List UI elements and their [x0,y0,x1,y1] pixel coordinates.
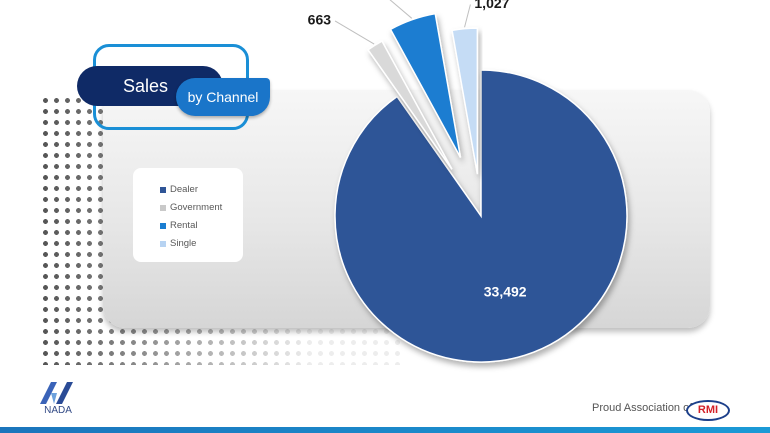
legend-item-government: Government [160,202,222,213]
bottom-bar [0,427,770,433]
chart-legend: Dealer Government Rental Single [133,168,243,262]
leader-line-rental [389,0,413,19]
title-sub: by Channel [176,78,270,116]
legend-swatch-government [160,204,166,211]
legend-label-single: Single [170,238,197,249]
legend-swatch-rental [160,222,166,229]
legend-swatch-single [160,240,166,247]
legend-item-single: Single [160,238,196,249]
pie-label-government: 663 [308,12,332,28]
legend-label-government: Government [170,202,223,213]
leader-line-government [334,20,375,45]
legend-label-rental: Rental [170,220,198,231]
nada-logo-icon [40,382,73,404]
pie-slice-rental [389,12,462,158]
footer-text: Proud Association of [592,402,693,414]
pie-slice-dealer [334,69,628,363]
legend-swatch-dealer [160,186,166,193]
rmi-logo: RMI [686,400,730,421]
legend-item-rental: Rental [160,220,197,231]
legend-item-dealer: Dealer [160,184,198,195]
pie-slice-single [451,27,479,175]
pie-label-single: 1,027 [474,0,509,11]
logo-text: NADA [44,405,72,416]
leader-line-single [464,4,471,28]
legend-label-dealer: Dealer [170,184,198,195]
pie-slice-government [367,40,453,170]
pie-label-dealer: 33,492 [484,283,527,299]
